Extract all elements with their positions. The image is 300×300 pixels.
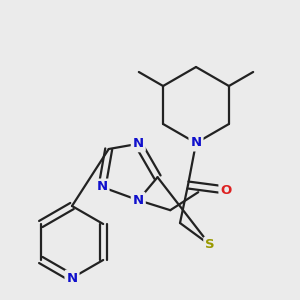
Text: S: S xyxy=(205,238,215,251)
Text: N: N xyxy=(190,136,202,149)
Text: O: O xyxy=(220,184,232,196)
Text: N: N xyxy=(133,137,144,150)
Text: N: N xyxy=(66,272,78,284)
Text: N: N xyxy=(133,194,144,207)
Text: N: N xyxy=(97,181,108,194)
